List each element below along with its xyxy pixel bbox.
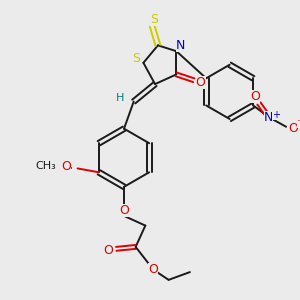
Text: S: S	[150, 13, 158, 26]
Text: O: O	[119, 204, 129, 217]
Text: O: O	[148, 263, 158, 276]
Text: O: O	[103, 244, 113, 257]
Text: +: +	[272, 110, 281, 120]
Text: CH₃: CH₃	[35, 161, 56, 172]
Text: O: O	[250, 90, 260, 103]
Text: O: O	[61, 160, 71, 173]
Text: N: N	[264, 111, 273, 124]
Text: H: H	[116, 93, 124, 103]
Text: ⁻: ⁻	[297, 118, 300, 128]
Text: S: S	[132, 52, 140, 65]
Text: O: O	[196, 76, 206, 89]
Text: O: O	[288, 122, 298, 135]
Text: N: N	[176, 39, 185, 52]
